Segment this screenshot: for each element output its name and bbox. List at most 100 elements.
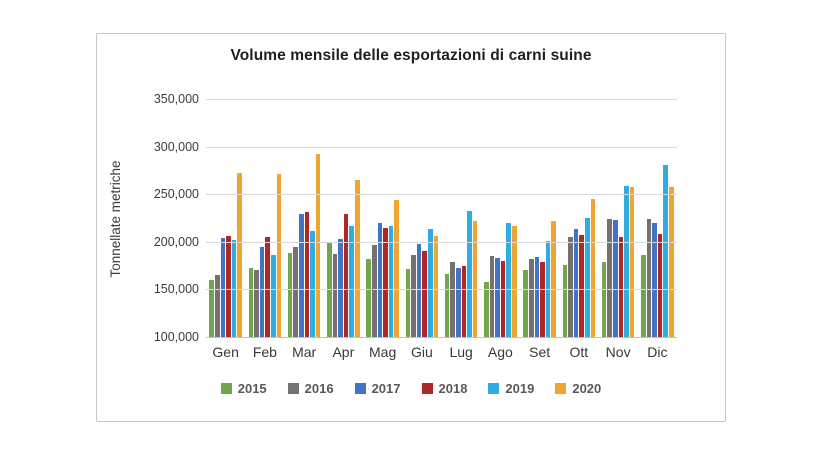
y-tick-label: 350,000 bbox=[153, 92, 199, 106]
x-axis-ticks: Gen Feb Mar Apr Mag Giu Lug Ago Set Ott Nov Dic bbox=[206, 344, 677, 360]
bar-group-dic bbox=[638, 99, 677, 337]
bar-2018-lug bbox=[461, 265, 467, 337]
legend-item-2017: 2017 bbox=[354, 381, 401, 396]
bar-2020-gen bbox=[237, 173, 242, 337]
bar-2017-lug bbox=[456, 268, 461, 337]
bar-2018-apr bbox=[343, 214, 349, 337]
bar-2015-nov bbox=[601, 261, 607, 337]
legend-item-2019: 2019 bbox=[488, 381, 534, 396]
bar-2016-dic bbox=[646, 218, 652, 337]
bar-group-giu bbox=[402, 99, 441, 337]
x-tick-label-mar: Mar bbox=[292, 344, 317, 360]
x-tick-label-feb: Feb bbox=[252, 344, 277, 360]
bar-2019-nov bbox=[624, 185, 629, 337]
bar-2018-ago bbox=[500, 260, 506, 337]
bar-2018-set bbox=[540, 261, 545, 337]
legend-label-2018: 2018 bbox=[438, 381, 468, 396]
bar-2019-giu bbox=[427, 229, 433, 337]
chart-panel: Volume mensile delle esportazioni di car… bbox=[96, 33, 726, 422]
plot-area bbox=[206, 99, 677, 338]
y-tick-label: 150,000 bbox=[153, 282, 199, 297]
bar-2019-ott bbox=[584, 218, 590, 337]
legend-swatch-2016 bbox=[287, 383, 299, 394]
bar-2017-dic bbox=[652, 222, 657, 337]
bar-2020-dic bbox=[669, 186, 674, 337]
bar-2017-nov bbox=[613, 219, 618, 337]
bar-2016-lug bbox=[450, 261, 456, 337]
bar-2016-set bbox=[528, 258, 534, 337]
legend-swatch-2017 bbox=[354, 383, 366, 394]
bar-group-gen bbox=[206, 99, 245, 337]
legend-swatch-2018 bbox=[421, 383, 433, 394]
gridline bbox=[206, 99, 677, 100]
bar-2017-apr bbox=[338, 238, 343, 337]
gridline bbox=[206, 289, 677, 291]
bar-group-lug bbox=[442, 99, 481, 337]
bar-group-ago bbox=[481, 99, 520, 337]
bar-2018-nov bbox=[618, 237, 624, 337]
gridline bbox=[206, 194, 677, 196]
y-tick-label: 200,000 bbox=[153, 234, 199, 249]
x-tick-label-set: Set bbox=[529, 344, 551, 360]
bar-2019-gen bbox=[231, 239, 237, 337]
bar-2015-ott bbox=[562, 264, 568, 337]
bar-2016-nov bbox=[607, 218, 613, 337]
bar-2019-set bbox=[545, 240, 551, 337]
x-tick-label-giu: Giu bbox=[410, 344, 433, 360]
bar-2019-ago bbox=[506, 222, 512, 337]
x-tick-label-lug: Lug bbox=[449, 344, 473, 360]
y-tick-label: 250,000 bbox=[153, 187, 199, 202]
bar-2017-gen bbox=[220, 238, 226, 337]
gridline bbox=[206, 241, 677, 243]
legend-item-2020: 2020 bbox=[555, 381, 601, 396]
bar-2018-ott bbox=[579, 235, 584, 337]
bar-2017-ott bbox=[573, 229, 579, 337]
y-tick-label: 100,000 bbox=[153, 330, 199, 344]
bar-2020-mar bbox=[315, 154, 321, 337]
legend-swatch-2019 bbox=[488, 383, 500, 394]
bar-2015-set bbox=[523, 270, 528, 337]
bar-2018-mar bbox=[304, 212, 310, 337]
legend-item-2015: 2015 bbox=[220, 381, 267, 396]
bar-2020-mag bbox=[394, 199, 399, 337]
bar-2018-dic bbox=[657, 234, 663, 337]
bar-2020-ott bbox=[590, 198, 596, 337]
bar-groups-container bbox=[206, 99, 677, 337]
bar-group-feb bbox=[245, 99, 284, 337]
bar-2015-mar bbox=[287, 253, 293, 337]
legend-label-2019: 2019 bbox=[505, 381, 535, 396]
bar-2020-apr bbox=[355, 179, 360, 337]
legend: 2015 2016 2017 2018 2019 2020 bbox=[97, 381, 725, 396]
bar-group-ott bbox=[559, 99, 598, 337]
bar-group-mar bbox=[285, 99, 324, 337]
bar-2020-nov bbox=[629, 186, 635, 337]
bar-2020-set bbox=[551, 220, 556, 337]
bar-2016-ott bbox=[568, 237, 573, 337]
legend-label-2017: 2017 bbox=[371, 381, 401, 396]
bar-2015-gen bbox=[209, 279, 214, 337]
bar-2015-mag bbox=[366, 258, 371, 337]
bar-2019-lug bbox=[467, 211, 472, 337]
bar-2020-lug bbox=[472, 220, 478, 337]
bar-2020-ago bbox=[512, 225, 517, 337]
bar-2019-feb bbox=[270, 255, 276, 337]
bar-2015-dic bbox=[641, 255, 646, 337]
legend-item-2016: 2016 bbox=[287, 381, 334, 396]
bar-2016-feb bbox=[254, 270, 259, 337]
x-tick-label-apr: Apr bbox=[332, 344, 355, 360]
bar-2018-gen bbox=[226, 236, 231, 337]
bar-group-apr bbox=[324, 99, 363, 337]
bar-2015-ago bbox=[484, 281, 489, 337]
bar-2019-mar bbox=[310, 231, 315, 337]
y-axis-title: Tonnellate metriche bbox=[108, 160, 123, 278]
bar-2016-ago bbox=[489, 256, 495, 337]
x-tick-label-ott: Ott bbox=[569, 344, 589, 360]
x-tick-label-gen: Gen bbox=[212, 344, 239, 360]
bar-2018-giu bbox=[422, 251, 427, 337]
bar-2018-feb bbox=[265, 237, 270, 337]
bar-2019-dic bbox=[663, 164, 669, 337]
x-tick-label-dic: Dic bbox=[647, 344, 668, 360]
bar-2019-apr bbox=[349, 225, 355, 337]
chart-title: Volume mensile delle esportazioni di car… bbox=[230, 47, 592, 64]
